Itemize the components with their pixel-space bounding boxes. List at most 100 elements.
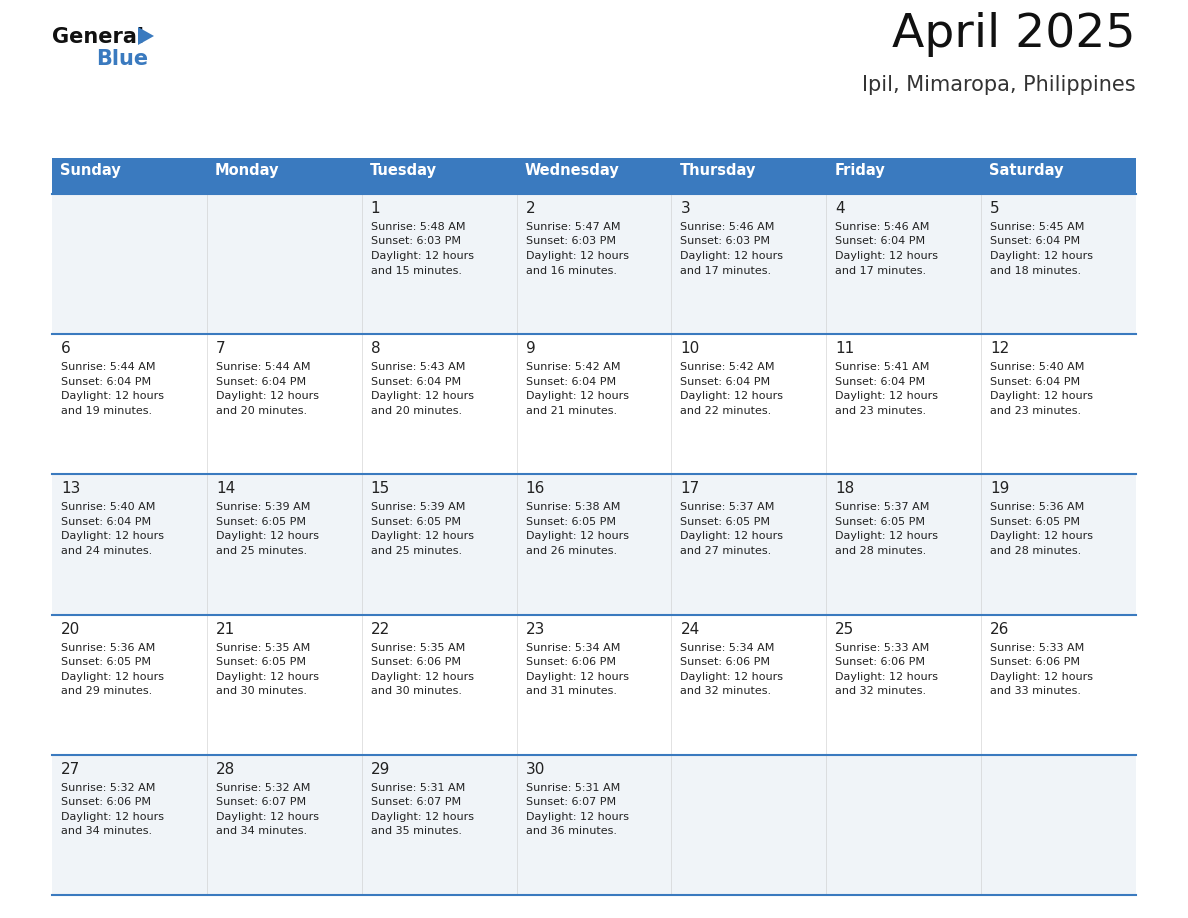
Text: Sunset: 6:05 PM: Sunset: 6:05 PM <box>681 517 771 527</box>
Text: and 29 minutes.: and 29 minutes. <box>61 686 152 696</box>
Text: Sunrise: 5:31 AM: Sunrise: 5:31 AM <box>525 783 620 793</box>
Text: Monday: Monday <box>215 163 279 178</box>
Text: Ipil, Mimaropa, Philippines: Ipil, Mimaropa, Philippines <box>862 75 1136 95</box>
Text: Daylight: 12 hours: Daylight: 12 hours <box>371 532 474 542</box>
Text: 9: 9 <box>525 341 536 356</box>
Text: Sunrise: 5:40 AM: Sunrise: 5:40 AM <box>61 502 156 512</box>
Text: Sunrise: 5:35 AM: Sunrise: 5:35 AM <box>371 643 465 653</box>
Text: 13: 13 <box>61 481 81 497</box>
Text: Sunset: 6:05 PM: Sunset: 6:05 PM <box>525 517 615 527</box>
Bar <box>671 614 827 755</box>
Bar <box>52 334 207 475</box>
Text: Sunrise: 5:44 AM: Sunrise: 5:44 AM <box>216 363 310 372</box>
Text: Sunset: 6:04 PM: Sunset: 6:04 PM <box>835 376 925 386</box>
Text: Sunset: 6:07 PM: Sunset: 6:07 PM <box>216 798 307 807</box>
Text: Daylight: 12 hours: Daylight: 12 hours <box>216 672 318 681</box>
Text: Daylight: 12 hours: Daylight: 12 hours <box>681 251 783 261</box>
Bar <box>827 614 981 755</box>
Text: Sunrise: 5:38 AM: Sunrise: 5:38 AM <box>525 502 620 512</box>
Text: 6: 6 <box>61 341 71 356</box>
Text: Sunset: 6:03 PM: Sunset: 6:03 PM <box>525 237 615 247</box>
Text: and 30 minutes.: and 30 minutes. <box>216 686 307 696</box>
Text: and 15 minutes.: and 15 minutes. <box>371 265 462 275</box>
Text: 15: 15 <box>371 481 390 497</box>
Text: Sunset: 6:06 PM: Sunset: 6:06 PM <box>681 657 771 667</box>
Bar <box>981 194 1136 334</box>
Bar <box>671 334 827 475</box>
Text: Sunrise: 5:33 AM: Sunrise: 5:33 AM <box>990 643 1085 653</box>
Text: Sunset: 6:03 PM: Sunset: 6:03 PM <box>681 237 771 247</box>
Bar <box>52 475 207 614</box>
Text: Daylight: 12 hours: Daylight: 12 hours <box>835 251 939 261</box>
Bar <box>517 194 671 334</box>
Text: Daylight: 12 hours: Daylight: 12 hours <box>681 532 783 542</box>
Text: and 34 minutes.: and 34 minutes. <box>61 826 152 836</box>
Bar <box>52 194 207 334</box>
Text: Sunrise: 5:32 AM: Sunrise: 5:32 AM <box>216 783 310 793</box>
Text: and 36 minutes.: and 36 minutes. <box>525 826 617 836</box>
Text: Daylight: 12 hours: Daylight: 12 hours <box>371 251 474 261</box>
Bar <box>981 334 1136 475</box>
Text: Sunset: 6:06 PM: Sunset: 6:06 PM <box>61 798 151 807</box>
Text: Daylight: 12 hours: Daylight: 12 hours <box>835 672 939 681</box>
Text: Sunset: 6:07 PM: Sunset: 6:07 PM <box>371 798 461 807</box>
Text: 23: 23 <box>525 621 545 636</box>
Text: Daylight: 12 hours: Daylight: 12 hours <box>681 672 783 681</box>
Text: Sunset: 6:04 PM: Sunset: 6:04 PM <box>216 376 307 386</box>
Text: 12: 12 <box>990 341 1010 356</box>
Text: and 20 minutes.: and 20 minutes. <box>216 406 307 416</box>
Text: Daylight: 12 hours: Daylight: 12 hours <box>216 812 318 822</box>
Bar <box>207 614 361 755</box>
Bar <box>361 194 517 334</box>
Text: 2: 2 <box>525 201 536 216</box>
Text: Daylight: 12 hours: Daylight: 12 hours <box>371 391 474 401</box>
Text: Sunset: 6:04 PM: Sunset: 6:04 PM <box>835 237 925 247</box>
Text: and 31 minutes.: and 31 minutes. <box>525 686 617 696</box>
Bar <box>827 334 981 475</box>
Text: Sunset: 6:05 PM: Sunset: 6:05 PM <box>61 657 151 667</box>
Text: Daylight: 12 hours: Daylight: 12 hours <box>61 672 164 681</box>
Text: Daylight: 12 hours: Daylight: 12 hours <box>990 532 1093 542</box>
Text: Sunrise: 5:36 AM: Sunrise: 5:36 AM <box>990 502 1085 512</box>
Text: and 28 minutes.: and 28 minutes. <box>990 546 1081 556</box>
Text: Sunrise: 5:34 AM: Sunrise: 5:34 AM <box>525 643 620 653</box>
Text: and 25 minutes.: and 25 minutes. <box>371 546 462 556</box>
Text: and 26 minutes.: and 26 minutes. <box>525 546 617 556</box>
Bar <box>981 755 1136 895</box>
Bar <box>207 194 361 334</box>
Bar <box>827 755 981 895</box>
Text: Sunset: 6:04 PM: Sunset: 6:04 PM <box>990 376 1080 386</box>
Text: Sunset: 6:05 PM: Sunset: 6:05 PM <box>216 517 305 527</box>
Bar <box>207 755 361 895</box>
Text: 19: 19 <box>990 481 1010 497</box>
Text: and 32 minutes.: and 32 minutes. <box>681 686 771 696</box>
Text: Daylight: 12 hours: Daylight: 12 hours <box>681 391 783 401</box>
Bar <box>52 158 1136 194</box>
Text: 25: 25 <box>835 621 854 636</box>
Text: Daylight: 12 hours: Daylight: 12 hours <box>216 391 318 401</box>
Text: Sunrise: 5:34 AM: Sunrise: 5:34 AM <box>681 643 775 653</box>
Bar <box>517 475 671 614</box>
Bar <box>671 194 827 334</box>
Text: 28: 28 <box>216 762 235 777</box>
Text: 5: 5 <box>990 201 1000 216</box>
Text: 27: 27 <box>61 762 81 777</box>
Text: Sunrise: 5:40 AM: Sunrise: 5:40 AM <box>990 363 1085 372</box>
Text: 4: 4 <box>835 201 845 216</box>
Text: Sunrise: 5:39 AM: Sunrise: 5:39 AM <box>371 502 465 512</box>
Bar <box>361 614 517 755</box>
Bar <box>827 194 981 334</box>
Text: Daylight: 12 hours: Daylight: 12 hours <box>525 251 628 261</box>
Text: Daylight: 12 hours: Daylight: 12 hours <box>990 391 1093 401</box>
Text: Daylight: 12 hours: Daylight: 12 hours <box>525 391 628 401</box>
Text: 24: 24 <box>681 621 700 636</box>
Text: and 30 minutes.: and 30 minutes. <box>371 686 462 696</box>
Text: and 35 minutes.: and 35 minutes. <box>371 826 462 836</box>
Text: Sunday: Sunday <box>61 163 121 178</box>
Text: and 33 minutes.: and 33 minutes. <box>990 686 1081 696</box>
Text: Daylight: 12 hours: Daylight: 12 hours <box>525 672 628 681</box>
Text: 8: 8 <box>371 341 380 356</box>
Text: 22: 22 <box>371 621 390 636</box>
Text: Sunrise: 5:39 AM: Sunrise: 5:39 AM <box>216 502 310 512</box>
Text: Sunrise: 5:46 AM: Sunrise: 5:46 AM <box>681 222 775 232</box>
